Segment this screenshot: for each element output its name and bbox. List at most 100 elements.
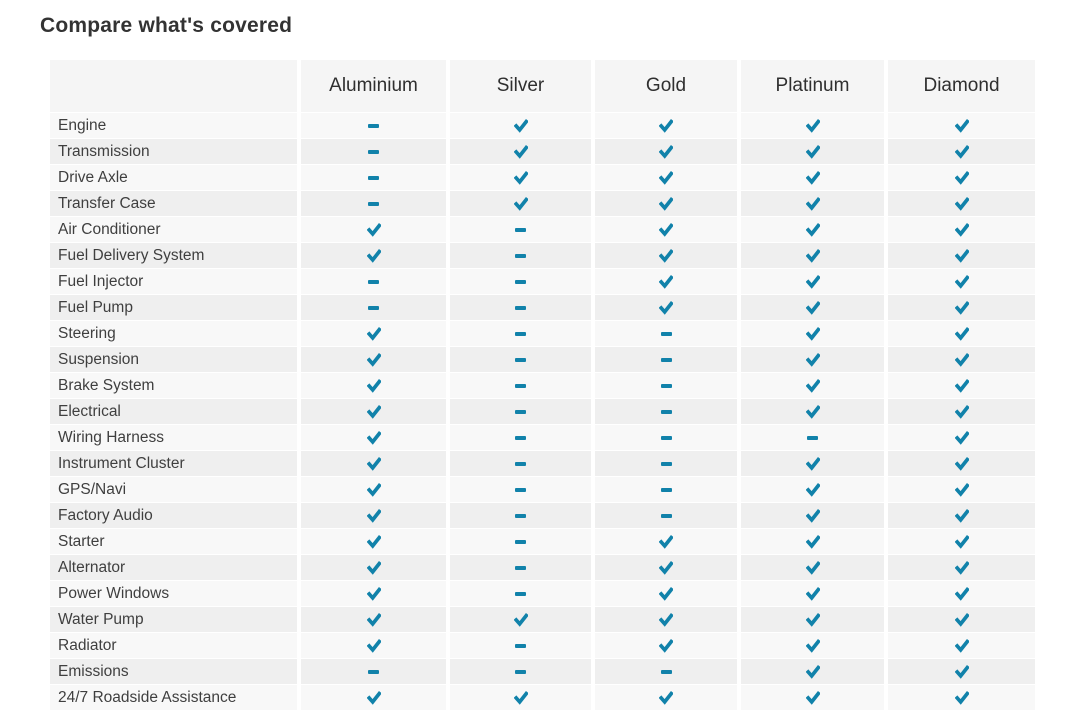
check-icon	[805, 274, 820, 289]
check-icon	[954, 170, 969, 185]
coverage-cell-platinum	[741, 295, 884, 320]
coverage-cell-gold	[595, 321, 737, 346]
coverage-cell-silver	[450, 269, 591, 294]
table-row: Factory Audio	[50, 503, 1035, 528]
table-row: GPS/Navi	[50, 477, 1035, 502]
coverage-cell-gold	[595, 295, 737, 320]
coverage-cell-gold	[595, 659, 737, 684]
table-row: Power Windows	[50, 581, 1035, 606]
coverage-cell-platinum	[741, 425, 884, 450]
check-icon	[659, 612, 673, 627]
check-icon	[805, 118, 820, 133]
dash-icon	[660, 383, 672, 388]
feature-label: Electrical	[50, 399, 297, 424]
check-icon	[366, 456, 381, 471]
feature-label: Factory Audio	[50, 503, 297, 528]
coverage-cell-aluminium	[301, 555, 446, 580]
feature-label: Alternator	[50, 555, 297, 580]
check-icon	[805, 300, 820, 315]
coverage-cell-platinum	[741, 243, 884, 268]
coverage-cell-silver	[450, 581, 591, 606]
check-icon	[805, 560, 820, 575]
coverage-cell-aluminium	[301, 217, 446, 242]
check-icon	[659, 144, 673, 159]
coverage-cell-silver	[450, 399, 591, 424]
feature-label: Water Pump	[50, 607, 297, 632]
coverage-cell-aluminium	[301, 477, 446, 502]
check-icon	[954, 118, 969, 133]
check-icon	[366, 690, 381, 705]
check-icon	[513, 196, 528, 211]
dash-icon	[807, 435, 818, 440]
check-icon	[954, 352, 969, 367]
dash-icon	[368, 669, 379, 674]
dash-icon	[515, 513, 526, 518]
coverage-cell-aluminium	[301, 451, 446, 476]
check-icon	[659, 248, 673, 263]
feature-label: Fuel Pump	[50, 295, 297, 320]
table-row: Wiring Harness	[50, 425, 1035, 450]
coverage-cell-diamond	[888, 529, 1035, 554]
table-row: 24/7 Roadside Assistance	[50, 685, 1035, 710]
coverage-cell-gold	[595, 191, 737, 216]
coverage-cell-diamond	[888, 191, 1035, 216]
coverage-cell-diamond	[888, 217, 1035, 242]
coverage-cell-aluminium	[301, 321, 446, 346]
check-icon	[659, 534, 673, 549]
check-icon	[366, 222, 381, 237]
coverage-cell-platinum	[741, 555, 884, 580]
table-row: Brake System	[50, 373, 1035, 398]
coverage-cell-diamond	[888, 243, 1035, 268]
coverage-cell-silver	[450, 451, 591, 476]
check-icon	[805, 638, 820, 653]
dash-icon	[515, 253, 526, 258]
check-icon	[954, 248, 969, 263]
table-row: Air Conditioner	[50, 217, 1035, 242]
check-icon	[513, 170, 528, 185]
check-icon	[954, 586, 969, 601]
coverage-cell-gold	[595, 685, 737, 710]
dash-icon	[515, 461, 526, 466]
coverage-cell-aluminium	[301, 399, 446, 424]
check-icon	[954, 456, 969, 471]
feature-label: Brake System	[50, 373, 297, 398]
check-icon	[659, 274, 673, 289]
page: Compare what's covered Aluminium Silver Go…	[40, 14, 1035, 710]
coverage-cell-platinum	[741, 113, 884, 138]
check-icon	[366, 586, 381, 601]
feature-label: Radiator	[50, 633, 297, 658]
dash-icon	[515, 227, 526, 232]
coverage-cell-platinum	[741, 451, 884, 476]
coverage-cell-diamond	[888, 659, 1035, 684]
coverage-cell-diamond	[888, 633, 1035, 658]
table-row: Starter	[50, 529, 1035, 554]
coverage-cell-platinum	[741, 503, 884, 528]
check-icon	[805, 196, 820, 211]
table-row: Alternator	[50, 555, 1035, 580]
dash-icon	[368, 279, 379, 284]
column-header-silver: Silver	[450, 60, 591, 112]
check-icon	[954, 612, 969, 627]
check-icon	[954, 300, 969, 315]
dash-icon	[660, 357, 672, 362]
coverage-cell-aluminium	[301, 581, 446, 606]
coverage-cell-diamond	[888, 607, 1035, 632]
coverage-cell-diamond	[888, 113, 1035, 138]
check-icon	[954, 196, 969, 211]
coverage-cell-silver	[450, 243, 591, 268]
check-icon	[513, 118, 528, 133]
coverage-cell-gold	[595, 113, 737, 138]
check-icon	[366, 378, 381, 393]
check-icon	[954, 638, 969, 653]
check-icon	[805, 222, 820, 237]
coverage-cell-diamond	[888, 503, 1035, 528]
check-icon	[659, 560, 673, 575]
dash-icon	[515, 539, 526, 544]
coverage-cell-aluminium	[301, 243, 446, 268]
dash-icon	[515, 305, 526, 310]
coverage-cell-platinum	[741, 633, 884, 658]
table-row: Instrument Cluster	[50, 451, 1035, 476]
coverage-cell-platinum	[741, 685, 884, 710]
table-row: Emissions	[50, 659, 1035, 684]
coverage-cell-silver	[450, 321, 591, 346]
